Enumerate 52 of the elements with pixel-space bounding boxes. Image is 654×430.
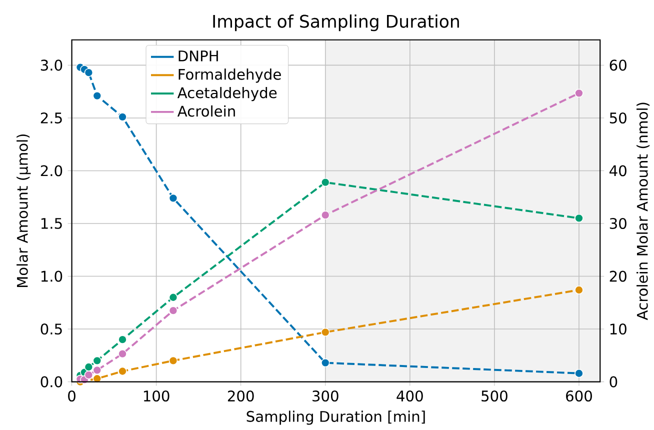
point bbox=[168, 356, 178, 366]
y2-tick-label: 10 bbox=[610, 324, 626, 335]
point bbox=[92, 356, 102, 366]
point bbox=[118, 112, 127, 122]
point bbox=[168, 293, 178, 302]
x-tick-label: 200 bbox=[228, 390, 254, 402]
point bbox=[92, 92, 102, 100]
point bbox=[118, 367, 127, 376]
x-tick-label: 0 bbox=[68, 390, 76, 402]
point bbox=[574, 88, 584, 98]
point bbox=[118, 350, 127, 358]
y2-tick-label: 30 bbox=[610, 218, 626, 230]
y-tick-label: 0.0 bbox=[40, 376, 62, 388]
y2-tick-label: 20 bbox=[610, 270, 626, 282]
y-tick-label: 1.0 bbox=[41, 270, 62, 282]
y-tick-label: 2.5 bbox=[40, 112, 62, 124]
point bbox=[92, 366, 102, 375]
legend-label: Acetaldehyde bbox=[177, 87, 277, 102]
point bbox=[320, 328, 330, 337]
x-tick-label: 300 bbox=[312, 390, 338, 402]
y-tick-label: 3.0 bbox=[40, 60, 62, 71]
point bbox=[574, 286, 584, 295]
chart-title: Impact of Sampling Duration bbox=[213, 14, 459, 32]
point bbox=[574, 369, 584, 378]
y2-tick-label: 0 bbox=[610, 376, 618, 388]
point bbox=[320, 178, 330, 187]
point bbox=[84, 362, 94, 372]
x-tick-label: 600 bbox=[566, 390, 592, 402]
legend-label: DNPH bbox=[178, 50, 218, 62]
legend-label: Formaldehyde bbox=[178, 68, 281, 83]
y-tick-label: 0.5 bbox=[40, 324, 62, 335]
point bbox=[168, 306, 178, 316]
legend-label: Acrolein bbox=[177, 106, 235, 117]
point bbox=[84, 68, 94, 78]
y2-tick-label: 40 bbox=[610, 165, 626, 176]
point bbox=[168, 194, 178, 203]
y2-tick-label: 50 bbox=[610, 112, 626, 124]
y-axis-title: Molar Amount (µmol) bbox=[16, 134, 31, 288]
y-tick-label: 1.5 bbox=[41, 218, 62, 230]
y-tick-label: 2.0 bbox=[40, 165, 62, 176]
point bbox=[574, 214, 584, 223]
point bbox=[84, 370, 94, 380]
x-tick-label: 400 bbox=[396, 390, 423, 402]
x-tick-label: 100 bbox=[144, 390, 170, 402]
point bbox=[320, 210, 330, 220]
point bbox=[118, 335, 127, 344]
point bbox=[320, 358, 330, 368]
x-axis-title: Sampling Duration [min] bbox=[246, 410, 425, 425]
y2-axis-title: Acrolein Molar Amount (nmol) bbox=[636, 102, 650, 320]
point bbox=[92, 374, 102, 384]
x-tick-label: 500 bbox=[482, 390, 508, 402]
y2-tick-label: 60 bbox=[610, 60, 626, 71]
